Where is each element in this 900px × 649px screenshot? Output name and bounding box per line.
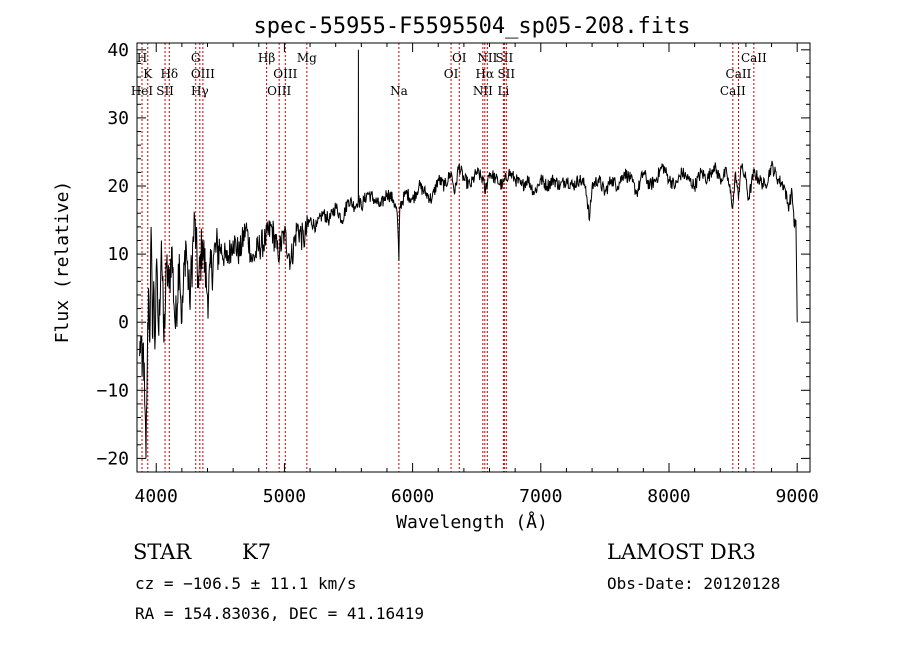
y-tick-label: 20 (107, 176, 129, 197)
line-marker-label: Li (497, 84, 509, 98)
line-marker-label: SII (496, 51, 514, 65)
line-marker-label: Na (390, 84, 408, 98)
line-marker-label: Hβ (258, 51, 275, 65)
line-marker-label: CaII (726, 67, 752, 81)
y-tick-label: −10 (96, 380, 129, 401)
line-marker-label: CaII (741, 51, 767, 65)
chart-title: spec-55955-F5595504_sp05-208.fits (253, 14, 690, 39)
line-marker-label: Mg (297, 51, 317, 65)
coordinates: RA = 154.83036, DEC = 41.16419 (135, 604, 424, 623)
line-marker-label: H (137, 51, 147, 65)
spectrum-line (139, 49, 798, 459)
line-marker-label: K (143, 67, 153, 81)
x-tick-label: 5000 (263, 486, 306, 507)
spectrum-series (139, 49, 798, 459)
x-axis-label: Wavelength (Å) (396, 511, 548, 533)
y-tick-label: −20 (96, 448, 129, 469)
line-marker-label: OIII (273, 67, 297, 81)
line-marker-label: Hδ (160, 67, 178, 81)
y-axis-label: Flux (relative) (52, 181, 73, 344)
line-marker-label: SII (156, 84, 174, 98)
x-tick-label: 8000 (647, 486, 690, 507)
y-tick-label: 30 (107, 108, 129, 129)
line-marker-label: CaII (720, 84, 746, 98)
obs-date: Obs-Date: 20120128 (607, 574, 781, 593)
object-subclass: K7 (242, 540, 272, 564)
plot-frame (136, 42, 811, 473)
line-marker-label: SII (497, 67, 515, 81)
line-marker-label: NII (473, 84, 493, 98)
line-marker-label: OIII (267, 84, 291, 98)
x-tick-label: 4000 (135, 486, 178, 507)
line-marker-label: G (191, 51, 201, 65)
redshift-text: cz = −106.5 ± 11.1 km/s (135, 574, 357, 593)
line-marker-label: OI (452, 51, 467, 65)
y-tick-label: 0 (118, 312, 129, 333)
y-tick-label: 10 (107, 244, 129, 265)
line-marker-label: Hγ (191, 84, 209, 98)
line-marker-label: OIII (191, 67, 215, 81)
x-tick-label: 9000 (776, 486, 819, 507)
line-marker-label: Hα (475, 67, 494, 81)
y-tick-label: 40 (107, 40, 129, 61)
survey-name: LAMOST DR3 (607, 540, 756, 564)
line-marker-label: NII (477, 51, 497, 65)
line-marker-label: HeI (131, 84, 154, 98)
line-marker-label: OI (444, 67, 459, 81)
object-class: STAR (133, 540, 192, 564)
y-axis: −20 −10 0 10 20 30 40 (96, 40, 810, 469)
x-tick-label: 7000 (519, 486, 562, 507)
x-axis: 4000 5000 6000 7000 8000 9000 (135, 43, 819, 507)
x-tick-label: 6000 (391, 486, 434, 507)
